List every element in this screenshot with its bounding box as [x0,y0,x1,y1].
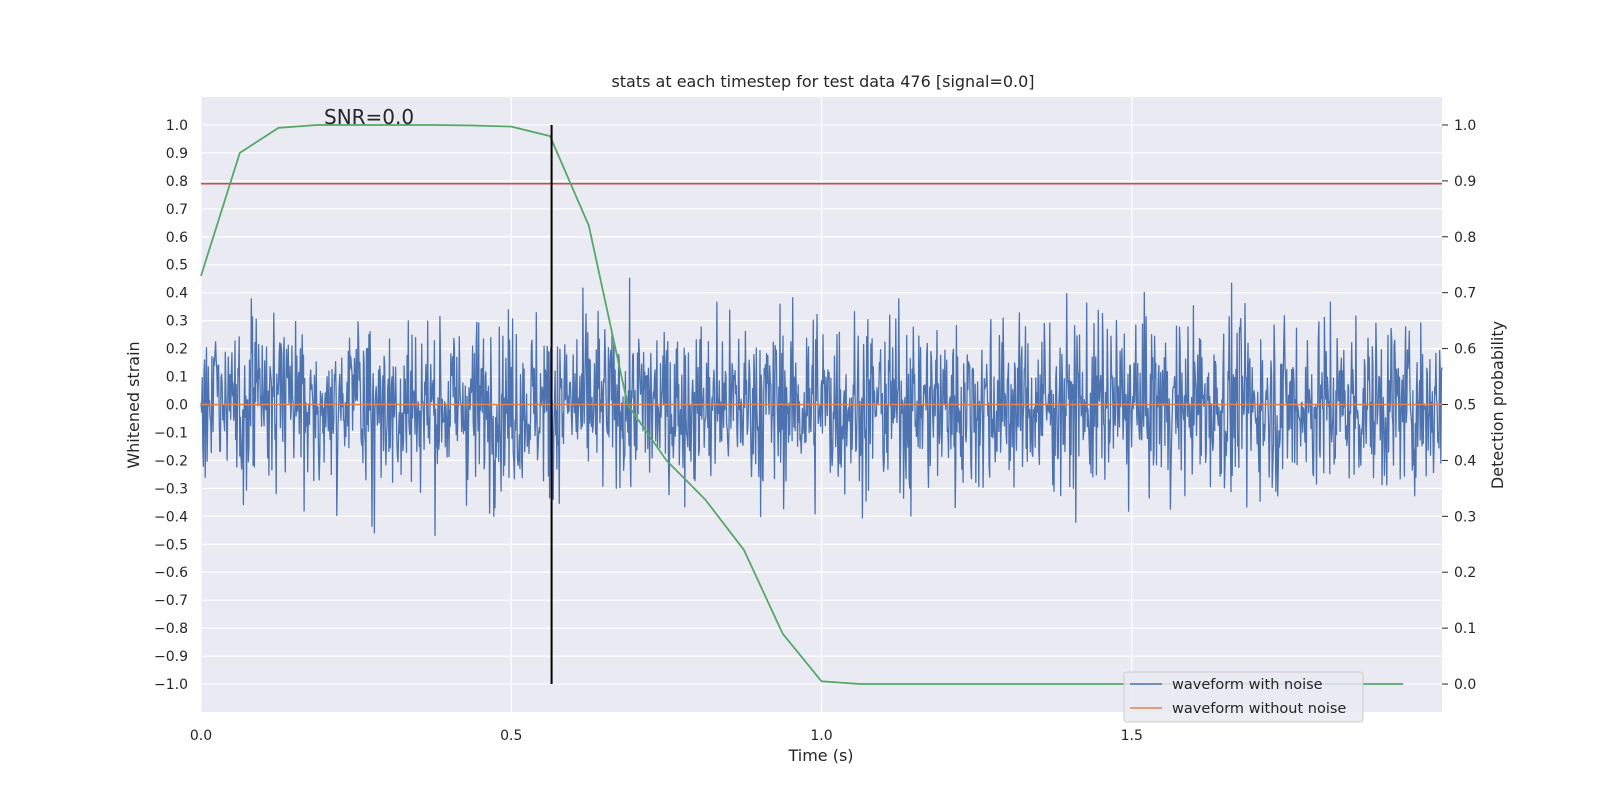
y2-tick-label: 0.4 [1454,453,1476,469]
y-tick-label: 0.2 [166,342,188,358]
y-tick-label: 0.7 [166,202,188,218]
y-tick-label: −0.6 [154,565,188,581]
y-tick-label: −0.5 [154,537,188,553]
y-tick-label: −0.1 [154,425,188,441]
y2-axis-label: Detection probability [1488,321,1507,489]
x-tick-label: 0.0 [190,728,212,744]
y-axis-ticks: 1.0 0.9 0.8 0.7 0.6 0.5 0.4 0.3 0.2 0.1 0.0 −0.1 −0.… [154,118,188,693]
y-tick-label: 0.0 [166,398,188,414]
y2-tick-label: 0.7 [1454,286,1476,302]
series-waveform-with-noise [200,277,1443,537]
x-tick-label: 1.5 [1121,728,1143,744]
y-tick-label: 0.8 [166,174,188,190]
y-tick-label: −0.4 [154,509,188,525]
y2-axis-ticks: 1.0 0.9 0.8 0.7 0.6 0.5 0.4 0.3 0.2 0.1 0.0 [1442,118,1476,693]
x-axis-ticks: 0.0 0.5 1.0 1.5 [190,728,1143,744]
y-tick-label: 0.6 [166,230,188,246]
y2-tick-label: 0.1 [1454,621,1476,637]
y-tick-label: 0.3 [166,314,188,330]
y-tick-label: −0.9 [154,649,188,665]
y-tick-label: 0.9 [166,146,188,162]
y-tick-label: 0.5 [166,258,188,274]
y-tick-label: −0.7 [154,593,188,609]
y-tick-label: −0.2 [154,453,188,469]
y-axis-label: Whitened strain [124,341,143,468]
y2-tick-label: 0.5 [1454,398,1476,414]
y-tick-label: 0.1 [166,370,188,386]
y-tick-label: −1.0 [154,677,188,693]
y-tick-label: 1.0 [166,118,188,134]
legend-label-waveform-without-noise: waveform without noise [1172,701,1346,717]
y-tick-label: 0.4 [166,286,188,302]
y2-tick-label: 0.9 [1454,174,1476,190]
y2-tick-label: 1.0 [1454,118,1476,134]
y2-tick-label: 0.8 [1454,230,1476,246]
x-tick-label: 1.0 [810,728,832,744]
legend: waveform with noise waveform without noi… [1123,671,1364,723]
y2-tick-label: 0.0 [1454,677,1476,693]
x-axis-label: Time (s) [787,746,853,765]
y-tick-label: −0.3 [154,481,188,497]
y2-tick-label: 0.6 [1454,342,1476,358]
x-tick-label: 0.5 [500,728,522,744]
y2-tick-label: 0.2 [1454,565,1476,581]
snr-annotation: SNR=0.0 [324,105,414,129]
y2-tick-label: 0.3 [1454,509,1476,525]
waveform-with-noise-line [200,277,1443,537]
legend-label-waveform-with-noise: waveform with noise [1172,677,1323,693]
legend-box [1123,671,1364,723]
y-tick-label: −0.8 [154,621,188,637]
chart-title: stats at each timestep for test data 476… [611,72,1034,91]
